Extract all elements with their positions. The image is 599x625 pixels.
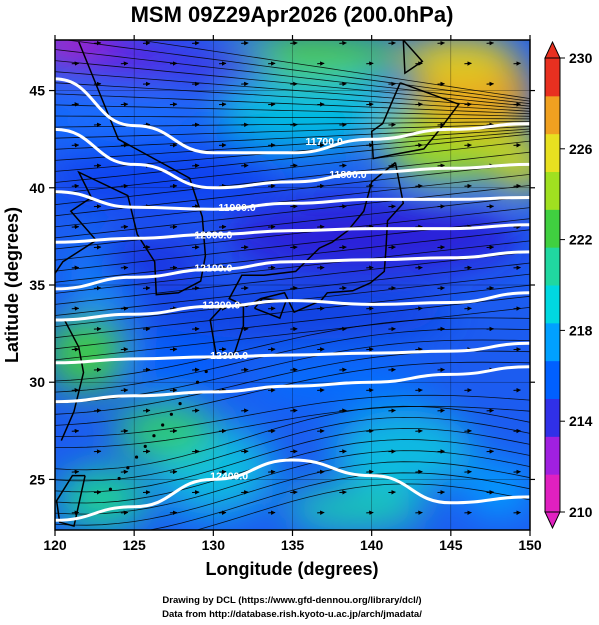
contour-labels: 11700.0 11800.0 11900.0 12000.0 12100.0 12200… [194, 136, 366, 482]
island-marker [108, 487, 113, 491]
island-marker [178, 402, 182, 406]
chart-title: MSM 09Z29Apr2026 (200.0hPa) [131, 2, 454, 27]
contour-label: 12200.0 [202, 299, 240, 311]
colorbar-tick-label: 210 [569, 504, 593, 520]
height-contours [55, 77, 530, 522]
y-tick-label: 35 [29, 277, 45, 293]
coastline [370, 82, 461, 160]
colorbar-frame [544, 57, 561, 513]
x-tick-label: 130 [202, 537, 226, 553]
colorbar: 210 214 218 222 226 230 [544, 40, 593, 530]
x-tick-label: 135 [281, 537, 305, 553]
colorbar-segment [545, 171, 560, 210]
contour-label: 11800.0 [329, 169, 367, 181]
x-tick-label: 125 [122, 537, 146, 553]
island-marker [143, 444, 147, 448]
contour-line [55, 223, 530, 244]
colorbar-tick-label: 222 [569, 232, 593, 248]
colorbar-segment [545, 360, 560, 399]
colorbar-tick-label: 226 [569, 141, 593, 157]
y-tick-label: 30 [29, 374, 45, 390]
colorbar-tick-label: 230 [569, 50, 593, 66]
colorbar-tick-label: 214 [569, 413, 593, 429]
colorbar-segment [545, 58, 560, 97]
x-axis-ticks: 120 125 130 135 140 145 150 [43, 35, 542, 553]
colorbar-segment [545, 436, 560, 475]
colorbar-segment [545, 133, 560, 172]
contour-label: 12300.0 [210, 350, 248, 362]
y-axis-ticks: 25 30 35 40 45 [29, 83, 535, 487]
gridlines [55, 40, 530, 530]
contour-line [55, 341, 530, 365]
contour-line [55, 77, 530, 155]
island-marker [204, 369, 208, 374]
colorbar-segment [545, 474, 560, 513]
colorbar-max-arrow [544, 40, 561, 59]
credit-line-2: Data from http://database.rish.kyoto-u.a… [162, 609, 422, 620]
y-tick-label: 25 [29, 471, 45, 487]
contour-label: 12000.0 [194, 229, 232, 241]
contour-line [55, 250, 530, 291]
y-tick-label: 45 [29, 83, 45, 99]
island-marker [161, 423, 165, 427]
x-tick-label: 150 [518, 537, 542, 553]
y-tick-label: 40 [29, 180, 45, 196]
contour-label: 12400.0 [210, 471, 248, 483]
colorbar-segment [545, 285, 560, 324]
colorbar-segment [545, 247, 560, 286]
y-axis-label: Latitude (degrees) [2, 207, 22, 363]
colorbar-segment [545, 95, 560, 135]
island-marker [126, 466, 130, 470]
coastline [228, 161, 405, 314]
contour-line [55, 365, 530, 404]
contour-line [55, 291, 530, 322]
colorbar-tick-label: 218 [569, 322, 593, 338]
colorbar-segment [545, 322, 560, 362]
colorbar-segment [545, 209, 560, 248]
island-marker [152, 434, 156, 438]
island-marker [134, 455, 139, 459]
colorbar-min-arrow [544, 511, 561, 530]
x-axis-label: Longitude (degrees) [205, 559, 378, 579]
island-marker [169, 412, 173, 416]
x-tick-label: 145 [439, 537, 463, 553]
colorbar-segment [545, 398, 560, 437]
contour-line [55, 190, 530, 211]
coastline [55, 41, 207, 296]
contour-label: 11700.0 [305, 136, 343, 148]
contour-label: 12100.0 [194, 263, 232, 275]
plot-area: 11700.0 11800.0 11900.0 12000.0 12100.0 12200… [55, 40, 530, 530]
coastline [402, 40, 424, 75]
contour-line [55, 458, 530, 522]
contour-label: 11900.0 [218, 202, 256, 214]
x-tick-label: 140 [360, 537, 384, 553]
contour-line [55, 127, 530, 190]
coastline [60, 319, 85, 441]
credit-line-1: Drawing by DCL (https://www.gfd-dennou.o… [162, 595, 421, 606]
x-tick-label: 120 [43, 537, 67, 553]
